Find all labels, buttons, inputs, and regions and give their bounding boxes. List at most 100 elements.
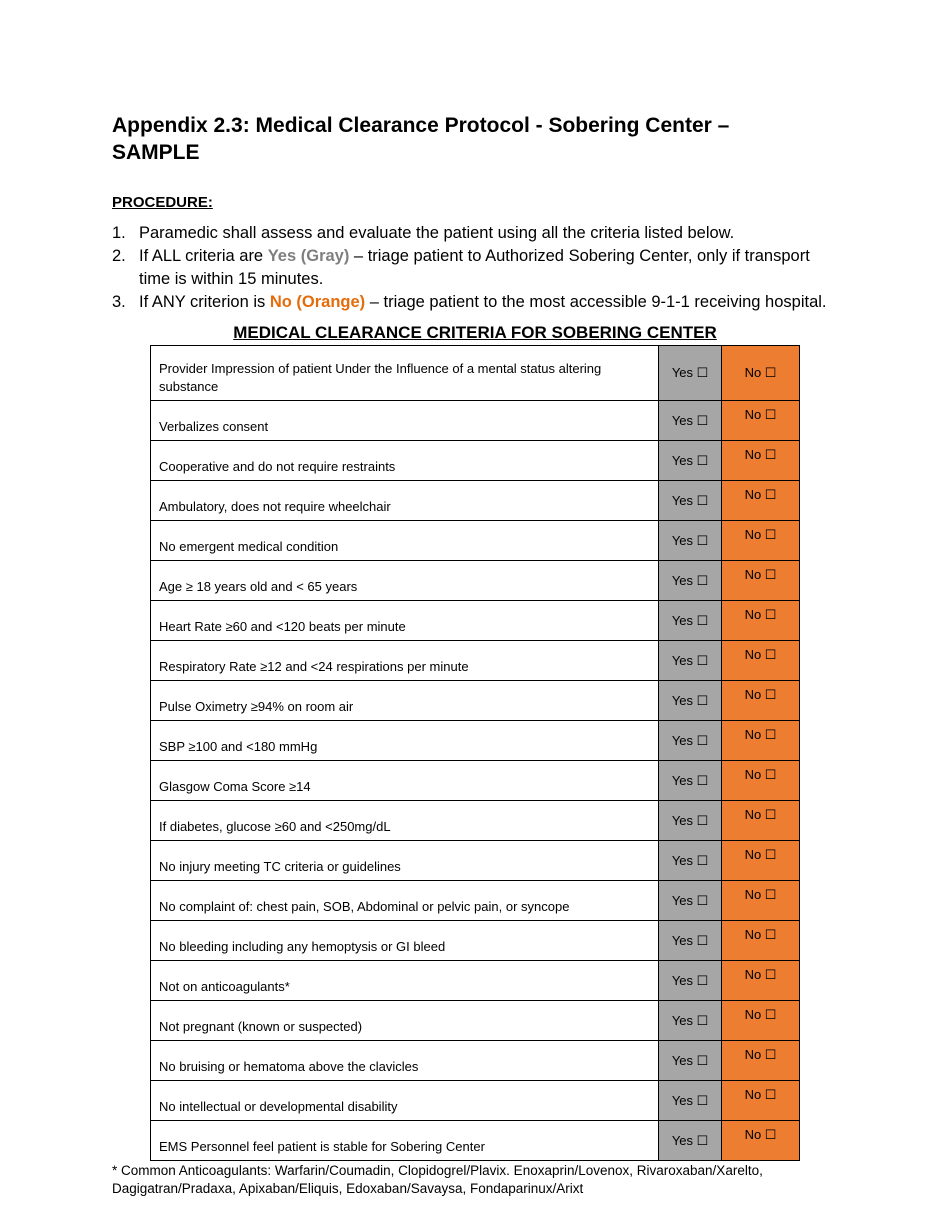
yes-checkbox[interactable]: Yes ☐ bbox=[658, 920, 723, 961]
criterion-label: Verbalizes consent bbox=[149, 400, 660, 441]
table-row: No complaint of: chest pain, SOB, Abdomi… bbox=[149, 880, 800, 921]
yes-checkbox[interactable]: Yes ☐ bbox=[658, 440, 723, 481]
no-checkbox[interactable]: No ☐ bbox=[721, 440, 800, 481]
criterion-label: No bruising or hematoma above the clavic… bbox=[149, 1040, 660, 1081]
table-row: Glasgow Coma Score ≥14 Yes ☐ No ☐ bbox=[149, 760, 800, 801]
procedure-step: 1. Paramedic shall assess and evaluate th… bbox=[112, 222, 842, 245]
no-checkbox[interactable]: No ☐ bbox=[721, 1080, 800, 1121]
procedure-heading: PROCEDURE: bbox=[112, 194, 213, 211]
step-text: Paramedic shall assess and evaluate the … bbox=[139, 224, 735, 242]
criterion-label: Pulse Oximetry ≥94% on room air bbox=[149, 680, 660, 721]
criterion-label: Heart Rate ≥60 and <120 beats per minute bbox=[149, 600, 660, 641]
procedure-step: 3. If ANY criterion is No (Orange) – tria… bbox=[112, 291, 842, 314]
criterion-label: Respiratory Rate ≥12 and <24 respiration… bbox=[149, 640, 660, 681]
yes-checkbox[interactable]: Yes ☐ bbox=[658, 345, 723, 401]
procedure-step: 2. If ALL criteria are Yes (Gray) – triag… bbox=[112, 245, 842, 291]
criterion-label: Not on anticoagulants* bbox=[149, 960, 660, 1001]
document-page: Appendix 2.3: Medical Clearance Protocol… bbox=[112, 114, 842, 1196]
no-checkbox[interactable]: No ☐ bbox=[721, 840, 800, 881]
criterion-label: No injury meeting TC criteria or guideli… bbox=[149, 840, 660, 881]
yes-checkbox[interactable]: Yes ☐ bbox=[658, 680, 723, 721]
table-row: No emergent medical condition Yes ☐ No ☐ bbox=[149, 520, 800, 561]
criterion-label: No emergent medical condition bbox=[149, 520, 660, 561]
no-checkbox[interactable]: No ☐ bbox=[721, 720, 800, 761]
no-checkbox[interactable]: No ☐ bbox=[721, 920, 800, 961]
no-checkbox[interactable]: No ☐ bbox=[721, 960, 800, 1001]
page-title: Appendix 2.3: Medical Clearance Protocol… bbox=[112, 114, 730, 164]
criterion-label: No bleeding including any hemoptysis or … bbox=[149, 920, 660, 961]
yes-checkbox[interactable]: Yes ☐ bbox=[658, 600, 723, 641]
no-checkbox[interactable]: No ☐ bbox=[721, 400, 800, 441]
step-text: – triage patient to the most accessible … bbox=[365, 293, 827, 311]
criteria-table: Provider Impression of patient Under the… bbox=[149, 345, 800, 1161]
yes-checkbox[interactable]: Yes ☐ bbox=[658, 960, 723, 1001]
step-text: – triage patient to Authorized Sobering … bbox=[139, 247, 810, 288]
criterion-label: No complaint of: chest pain, SOB, Abdomi… bbox=[149, 880, 660, 921]
yes-gray-highlight: Yes (Gray) bbox=[267, 247, 350, 265]
criterion-label: If diabetes, glucose ≥60 and <250mg/dL bbox=[149, 800, 660, 841]
procedure-steps: 1. Paramedic shall assess and evaluate th… bbox=[112, 222, 842, 314]
table-row: Ambulatory, does not require wheelchair Y… bbox=[149, 480, 800, 521]
yes-checkbox[interactable]: Yes ☐ bbox=[658, 520, 723, 561]
yes-checkbox[interactable]: Yes ☐ bbox=[658, 560, 723, 601]
no-checkbox[interactable]: No ☐ bbox=[721, 1120, 800, 1161]
table-row: Not on anticoagulants* Yes ☐ No ☐ bbox=[149, 960, 800, 1001]
step-text: If ANY criterion is bbox=[139, 293, 270, 311]
no-checkbox[interactable]: No ☐ bbox=[721, 480, 800, 521]
criterion-label: Provider Impression of patient Under the… bbox=[149, 345, 660, 401]
table-row: No injury meeting TC criteria or guideli… bbox=[149, 840, 800, 881]
yes-checkbox[interactable]: Yes ☐ bbox=[658, 840, 723, 881]
step-number: 1. bbox=[112, 224, 126, 242]
yes-checkbox[interactable]: Yes ☐ bbox=[658, 760, 723, 801]
table-row: No bruising or hematoma above the clavic… bbox=[149, 1040, 800, 1081]
table-row: Verbalizes consent Yes ☐ No ☐ bbox=[149, 400, 800, 441]
yes-checkbox[interactable]: Yes ☐ bbox=[658, 640, 723, 681]
yes-checkbox[interactable]: Yes ☐ bbox=[658, 1040, 723, 1081]
yes-checkbox[interactable]: Yes ☐ bbox=[658, 1120, 723, 1161]
no-checkbox[interactable]: No ☐ bbox=[721, 800, 800, 841]
yes-checkbox[interactable]: Yes ☐ bbox=[658, 800, 723, 841]
no-checkbox[interactable]: No ☐ bbox=[721, 640, 800, 681]
table-title: MEDICAL CLEARANCE CRITERIA FOR SOBERING … bbox=[233, 323, 717, 342]
no-checkbox[interactable]: No ☐ bbox=[721, 680, 800, 721]
no-orange-highlight: No (Orange) bbox=[269, 293, 366, 311]
yes-checkbox[interactable]: Yes ☐ bbox=[658, 1080, 723, 1121]
table-row: No intellectual or developmental disabil… bbox=[149, 1080, 800, 1121]
no-checkbox[interactable]: No ☐ bbox=[721, 560, 800, 601]
table-row: No bleeding including any hemoptysis or … bbox=[149, 920, 800, 961]
step-number: 2. bbox=[112, 247, 126, 265]
yes-checkbox[interactable]: Yes ☐ bbox=[658, 400, 723, 441]
yes-checkbox[interactable]: Yes ☐ bbox=[658, 1000, 723, 1041]
criterion-label: EMS Personnel feel patient is stable for… bbox=[149, 1120, 660, 1161]
no-checkbox[interactable]: No ☐ bbox=[721, 520, 800, 561]
criterion-label: SBP ≥100 and <180 mmHg bbox=[149, 720, 660, 761]
criterion-label: Glasgow Coma Score ≥14 bbox=[149, 760, 660, 801]
no-checkbox[interactable]: No ☐ bbox=[721, 880, 800, 921]
criterion-label: Cooperative and do not require restraint… bbox=[149, 440, 660, 481]
step-text: If ALL criteria are bbox=[139, 247, 268, 265]
table-row: If diabetes, glucose ≥60 and <250mg/dL Ye… bbox=[149, 800, 800, 841]
footnote: * Common Anticoagulants: Warfarin/Coumad… bbox=[112, 1163, 763, 1196]
table-row: Not pregnant (known or suspected) Yes ☐ No… bbox=[149, 1000, 800, 1041]
table-row: Age ≥ 18 years old and < 65 years Yes ☐ No… bbox=[149, 560, 800, 601]
table-row: SBP ≥100 and <180 mmHg Yes ☐ No ☐ bbox=[149, 720, 800, 761]
table-row: Respiratory Rate ≥12 and <24 respiration… bbox=[149, 640, 800, 681]
yes-checkbox[interactable]: Yes ☐ bbox=[658, 880, 723, 921]
criterion-label: No intellectual or developmental disabil… bbox=[149, 1080, 660, 1121]
table-row: Heart Rate ≥60 and <120 beats per minute… bbox=[149, 600, 800, 641]
no-checkbox[interactable]: No ☐ bbox=[721, 1000, 800, 1041]
criterion-label: Ambulatory, does not require wheelchair bbox=[149, 480, 660, 521]
table-row: EMS Personnel feel patient is stable for… bbox=[149, 1120, 800, 1161]
step-number: 3. bbox=[112, 293, 126, 311]
table-row: Provider Impression of patient Under the… bbox=[149, 345, 800, 401]
no-checkbox[interactable]: No ☐ bbox=[721, 345, 800, 401]
criterion-label: Age ≥ 18 years old and < 65 years bbox=[149, 560, 660, 601]
criterion-label: Not pregnant (known or suspected) bbox=[149, 1000, 660, 1041]
no-checkbox[interactable]: No ☐ bbox=[721, 600, 800, 641]
table-row: Cooperative and do not require restraint… bbox=[149, 440, 800, 481]
yes-checkbox[interactable]: Yes ☐ bbox=[658, 720, 723, 761]
table-row: Pulse Oximetry ≥94% on room air Yes ☐ No ☐ bbox=[149, 680, 800, 721]
no-checkbox[interactable]: No ☐ bbox=[721, 760, 800, 801]
no-checkbox[interactable]: No ☐ bbox=[721, 1040, 800, 1081]
yes-checkbox[interactable]: Yes ☐ bbox=[658, 480, 723, 521]
